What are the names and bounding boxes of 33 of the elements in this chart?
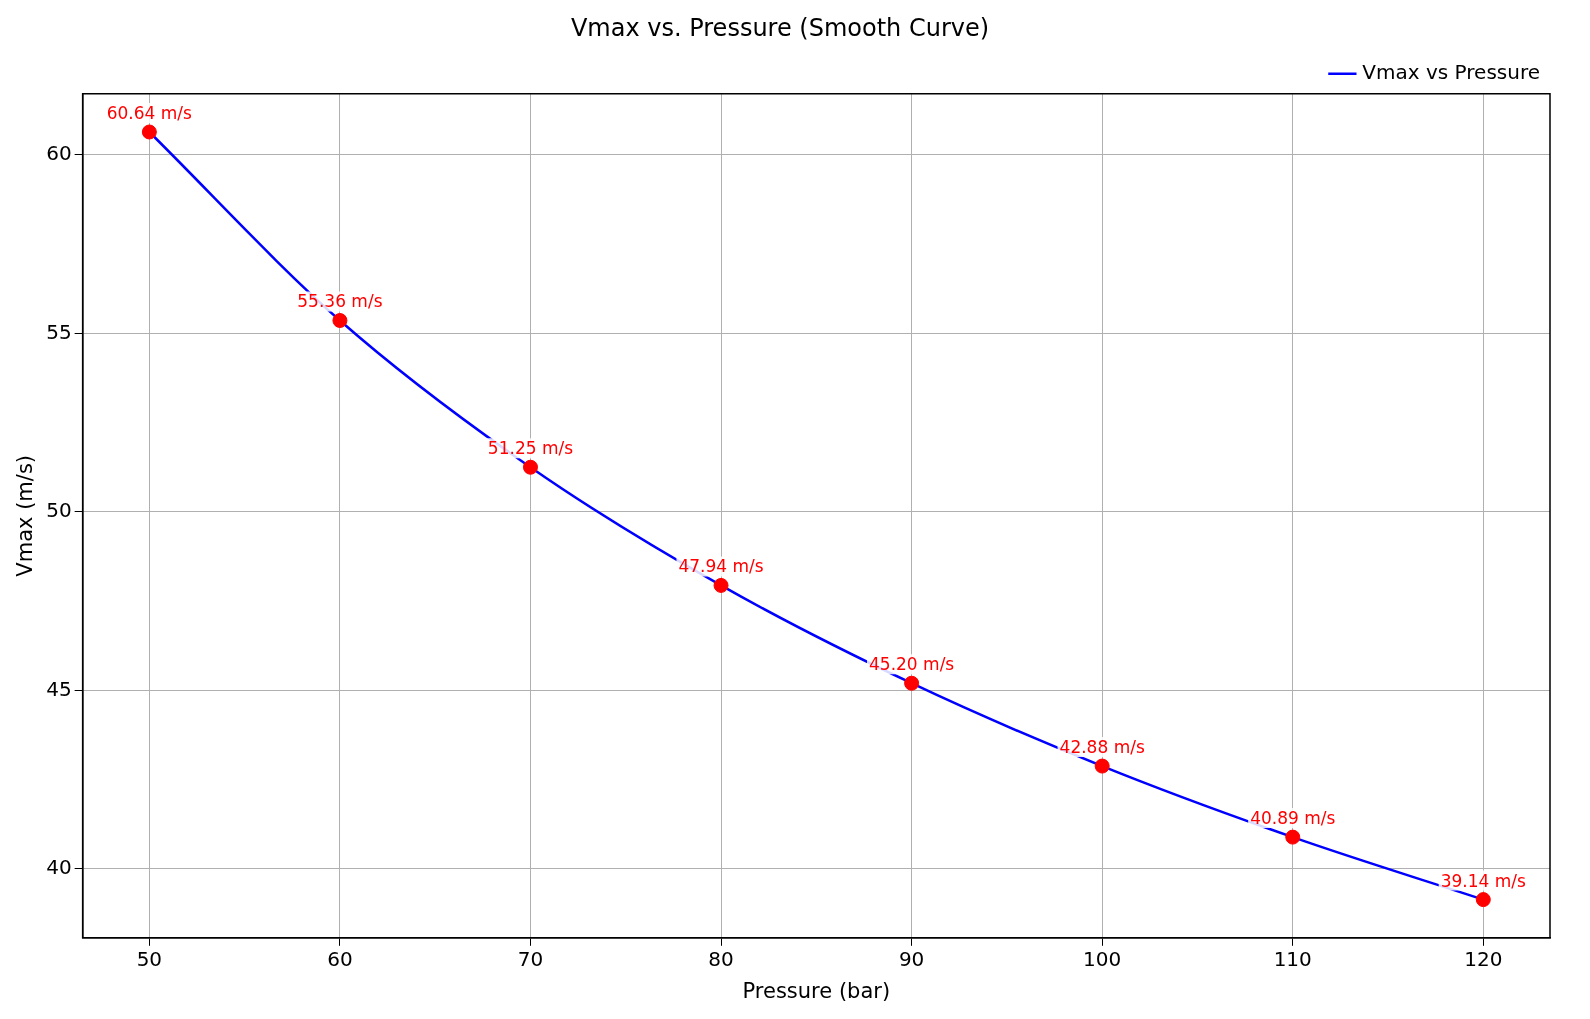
data-label: 55.36 m/s <box>297 291 383 312</box>
point <box>1094 758 1110 774</box>
x-tick-label: 50 <box>136 947 163 971</box>
x-axis-title: Pressure (bar) <box>742 978 891 1003</box>
point <box>1475 892 1491 908</box>
y-tick-label: 40 <box>46 855 72 880</box>
point <box>1285 829 1301 845</box>
x-tick-label: 70 <box>517 947 544 971</box>
data-label: 42.88 m/s <box>1059 736 1145 757</box>
chart-title: Vmax vs. Pressure (Smooth Curve) <box>570 13 990 42</box>
y-tick-label: 50 <box>46 498 72 523</box>
y-tick-label: 45 <box>46 676 72 701</box>
y-axis-title: Vmax (m/s) <box>13 454 38 577</box>
legend-label: Vmax vs Pressure <box>1362 60 1541 84</box>
data-label: 40.89 m/s <box>1250 808 1336 829</box>
data-label: 51.25 m/s <box>487 438 574 459</box>
data-label: 47.94 m/s <box>678 556 764 577</box>
y-tick-label: 55 <box>46 319 72 344</box>
y-tick-label: 60 <box>46 141 72 166</box>
data-label: 39.14 m/s <box>1440 870 1527 891</box>
point <box>522 459 538 475</box>
x-tick-label: 120 <box>1464 947 1503 971</box>
x-tick-label: 110 <box>1273 947 1312 971</box>
x-tick-label: 90 <box>898 947 925 971</box>
point <box>904 675 920 691</box>
point <box>332 313 348 329</box>
point <box>141 124 157 140</box>
point <box>713 577 729 593</box>
data-label: 45.20 m/s <box>869 654 955 675</box>
data-label: 60.64 m/s <box>106 102 193 123</box>
x-tick-label: 60 <box>327 947 353 971</box>
x-tick-label: 80 <box>708 947 734 971</box>
x-tick-label: 100 <box>1083 947 1122 971</box>
